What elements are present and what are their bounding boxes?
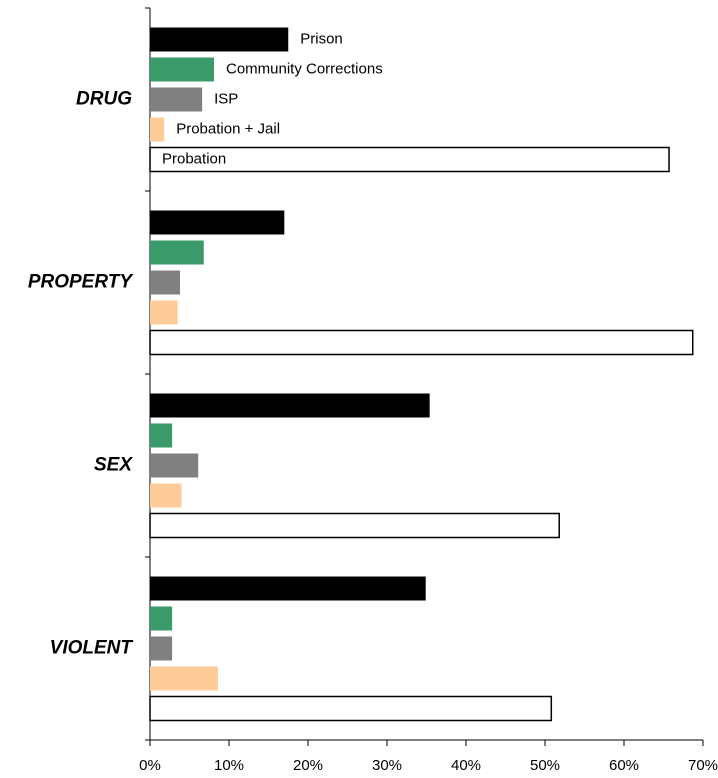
x-tick-label: 40% bbox=[451, 757, 481, 774]
category-label: VIOLENT bbox=[50, 638, 134, 659]
x-tick-label: 20% bbox=[293, 757, 323, 774]
bar bbox=[149, 695, 553, 722]
legend-label: Community Corrections bbox=[226, 60, 383, 77]
bar bbox=[150, 423, 173, 448]
legend-label: Prison bbox=[300, 30, 343, 47]
bar bbox=[150, 210, 285, 235]
x-tick-label: 30% bbox=[372, 757, 402, 774]
category-label: SEX bbox=[94, 455, 133, 476]
bar bbox=[150, 57, 214, 82]
bar bbox=[150, 576, 426, 601]
bar bbox=[150, 240, 204, 265]
legend-label: ISP bbox=[214, 90, 238, 107]
bar bbox=[150, 300, 178, 325]
x-tick-label: 70% bbox=[688, 757, 718, 774]
bar bbox=[149, 329, 694, 356]
bar bbox=[150, 606, 173, 631]
legend-label: Probation + Jail bbox=[176, 120, 280, 137]
category-label: PROPERTY bbox=[28, 272, 135, 293]
x-tick-label: 60% bbox=[609, 757, 639, 774]
bar bbox=[150, 453, 199, 478]
bar bbox=[150, 393, 430, 418]
bar bbox=[150, 666, 218, 691]
bar bbox=[149, 512, 560, 539]
bar bbox=[149, 146, 670, 173]
x-tick-label: 0% bbox=[139, 757, 161, 774]
x-tick-label: 50% bbox=[530, 757, 560, 774]
category-label: DRUG bbox=[76, 89, 132, 110]
bar bbox=[150, 87, 203, 112]
x-tick-label: 10% bbox=[214, 757, 244, 774]
bar bbox=[150, 117, 165, 142]
bar bbox=[150, 27, 289, 52]
legend-label: Probation bbox=[162, 150, 226, 167]
bar bbox=[150, 636, 173, 661]
bar bbox=[150, 483, 182, 508]
bar bbox=[150, 270, 181, 295]
